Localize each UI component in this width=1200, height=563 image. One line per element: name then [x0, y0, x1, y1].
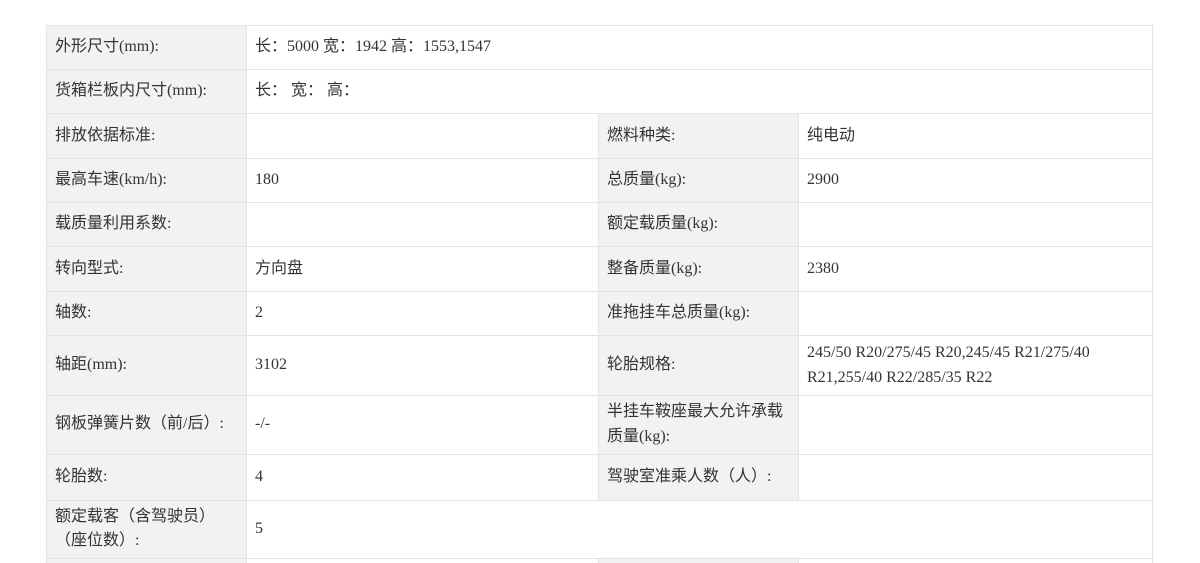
- spec-label: 驾驶室准乘人数（人）:: [598, 453, 799, 501]
- spec-value: 2: [246, 291, 599, 336]
- spec-label: 轴数:: [46, 291, 247, 336]
- spec-value: 245/50 R20/275/45 R20,245/45 R21/275/40 …: [797, 335, 1154, 396]
- spec-value: 长： 宽： 高：: [245, 69, 1154, 114]
- spec-label: 轮胎数:: [46, 453, 247, 501]
- spec-label: 额定载质量(kg):: [598, 202, 799, 247]
- spec-value: [246, 558, 599, 563]
- spec-label: 总质量(kg):: [598, 158, 799, 203]
- vehicle-spec-table: 外形尺寸(mm): 长：5000 宽：1942 高：1553,1547 货箱栏板…: [46, 25, 1154, 563]
- spec-label: 最高车速(km/h):: [46, 158, 247, 203]
- table-row-emission-fuel: 排放依据标准: 燃料种类: 纯电动: [46, 113, 1154, 159]
- spec-label: 整备质量(kg):: [598, 246, 799, 292]
- table-row-clipped: [46, 558, 1154, 563]
- spec-value: 2380: [797, 246, 1154, 292]
- spec-value: 方向盘: [246, 246, 599, 292]
- spec-label: 半挂车鞍座最大允许承载质量(kg):: [598, 395, 799, 455]
- table-row-tire-count-cab-passengers: 轮胎数: 4 驾驶室准乘人数（人）:: [46, 453, 1154, 501]
- spec-value: 180: [246, 158, 599, 203]
- spec-value: 5: [245, 499, 1154, 560]
- spec-label: [46, 558, 247, 563]
- spec-value: 纯电动: [797, 113, 1154, 159]
- spec-value: [246, 113, 599, 159]
- spec-label: 准拖挂车总质量(kg):: [598, 291, 799, 336]
- spec-value: [797, 453, 1154, 501]
- table-row-rated-passengers: 额定载客（含驾驶员）（座位数）: 5: [46, 499, 1154, 560]
- spec-label: [598, 558, 799, 563]
- spec-label: 排放依据标准:: [46, 113, 247, 159]
- spec-value: [797, 558, 1154, 563]
- spec-label: 燃料种类:: [598, 113, 799, 159]
- spec-label: 钢板弹簧片数（前/后）:: [46, 395, 247, 455]
- spec-label: 轴距(mm):: [46, 335, 247, 396]
- spec-label: 转向型式:: [46, 246, 247, 292]
- table-row-wheelbase-tires: 轴距(mm): 3102 轮胎规格: 245/50 R20/275/45 R20…: [46, 335, 1154, 396]
- table-row-axles-trailer-mass: 轴数: 2 准拖挂车总质量(kg):: [46, 291, 1154, 336]
- spec-value: 2900: [797, 158, 1154, 203]
- spec-value: 4: [246, 453, 599, 501]
- spec-value: [797, 291, 1154, 336]
- table-row-springs-saddle-load: 钢板弹簧片数（前/后）: -/- 半挂车鞍座最大允许承载质量(kg):: [46, 395, 1154, 455]
- spec-value: 长：5000 宽：1942 高：1553,1547: [245, 25, 1154, 70]
- table-row-speed-mass: 最高车速(km/h): 180 总质量(kg): 2900: [46, 158, 1154, 203]
- spec-label: 轮胎规格:: [598, 335, 799, 396]
- spec-label: 额定载客（含驾驶员）（座位数）:: [46, 499, 247, 560]
- table-row-load-factor-rated-load: 载质量利用系数: 额定载质量(kg):: [46, 202, 1154, 247]
- table-row-cargo-box-dimensions: 货箱栏板内尺寸(mm): 长： 宽： 高：: [46, 69, 1154, 114]
- spec-value: [797, 395, 1154, 455]
- spec-value: [797, 202, 1154, 247]
- spec-label: 载质量利用系数:: [46, 202, 247, 247]
- spec-value: 3102: [246, 335, 599, 396]
- table-row-exterior-dimensions: 外形尺寸(mm): 长：5000 宽：1942 高：1553,1547: [46, 25, 1154, 70]
- table-row-steering-curb-weight: 转向型式: 方向盘 整备质量(kg): 2380: [46, 246, 1154, 292]
- spec-value: [246, 202, 599, 247]
- spec-value: -/-: [246, 395, 599, 455]
- spec-label: 货箱栏板内尺寸(mm):: [46, 69, 247, 114]
- spec-label: 外形尺寸(mm):: [46, 25, 247, 70]
